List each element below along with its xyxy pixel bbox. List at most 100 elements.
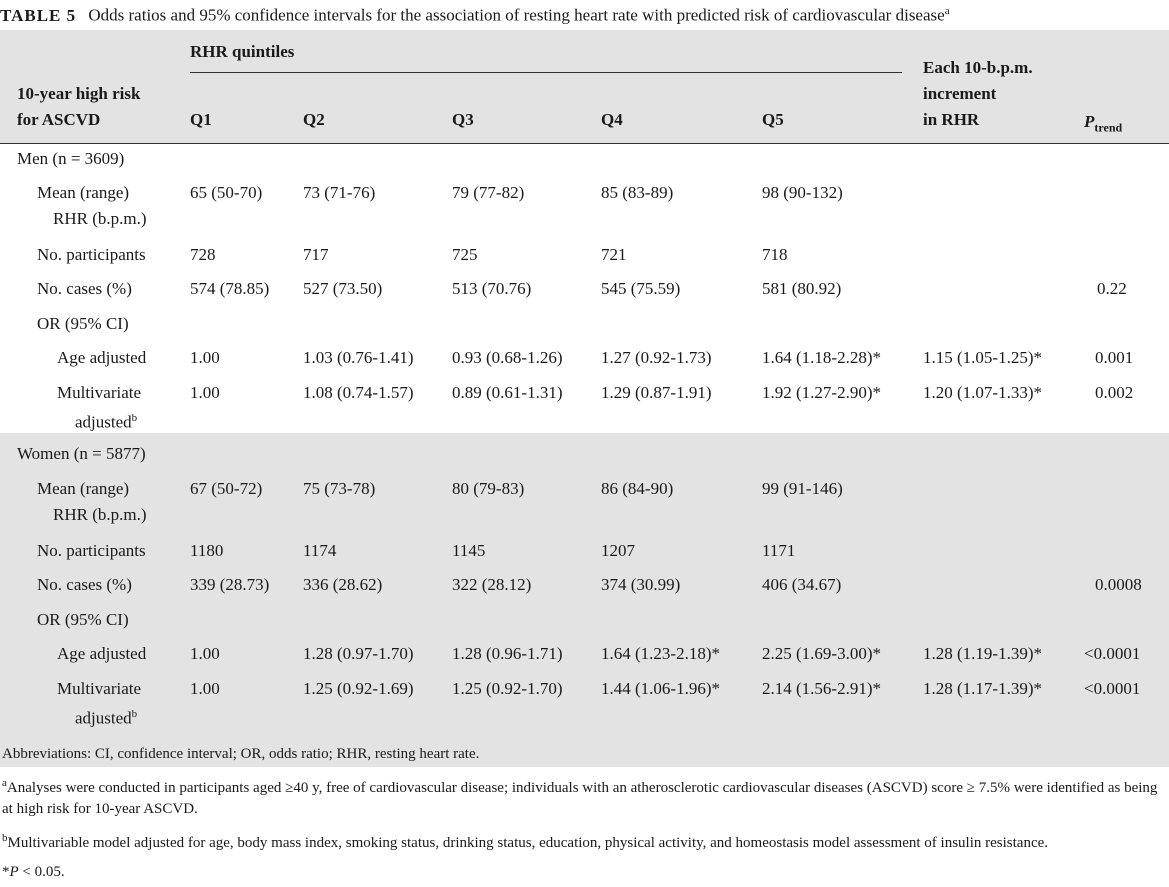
men-participants-q1: 728 [190,245,216,264]
women-participants-q1: 1180 [190,541,224,560]
women-mean-label-line1: Mean (range) [37,479,130,498]
women-cases-label: No. cases (%) [37,575,132,594]
men-multi-q4: 1.29 (0.87-1.91) [601,383,712,402]
men-age-increment: 1.15 (1.05-1.25)* [923,348,1042,367]
women-age-q2: 1.28 (0.97-1.70) [303,644,414,663]
men-multi-q5: 1.92 (1.27-2.90)* [762,383,881,402]
footnote-abbreviations: Abbreviations: CI, confidence interval; … [2,746,480,762]
women-participants-q5: 1171 [762,541,796,560]
men-multi-q2: 1.08 (0.74-1.57) [303,383,414,402]
increment-header-line2: increment [923,84,997,103]
women-participants-q3: 1145 [452,541,486,560]
men-mean-label-line1: Mean (range) [37,183,130,202]
women-mean-q3: 80 (79-83) [452,479,525,498]
men-age-q1: 1.00 [190,348,220,367]
women-multi-q1: 1.00 [190,679,220,698]
row-label-header-line2: for ASCVD [17,110,101,129]
men-multi-label-line1: Multivariate [57,383,142,402]
women-age-q4: 1.64 (1.23-2.18)* [601,644,720,663]
men-or-label: OR (95% CI) [37,314,129,333]
men-multi-label-line2: adjustedb [75,412,138,432]
men-participants-label: No. participants [37,245,146,264]
women-cases-q2: 336 (28.62) [303,575,383,594]
women-band [0,433,1169,767]
women-age-increment: 1.28 (1.19-1.39)* [923,644,1042,663]
women-cases-q5: 406 (34.67) [762,575,842,594]
women-mean-q4: 86 (84-90) [601,479,674,498]
women-cases-ptrend: 0.0008 [1095,575,1142,594]
women-multi-q3: 1.25 (0.92-1.70) [452,679,563,698]
men-section-title: Men (n = 3609) [17,149,125,168]
table-title: Odds ratios and 95% confidence intervals… [88,5,945,25]
women-multi-q2: 1.25 (0.92-1.69) [303,679,414,698]
women-age-ptrend: <0.0001 [1084,644,1141,663]
women-mean-label-line2: RHR (b.p.m.) [53,505,147,524]
quintiles-header-rule [190,72,902,73]
women-cases-q4: 374 (30.99) [601,575,681,594]
header-band [0,30,1169,143]
row-label-header-line1: 10-year high risk [17,84,141,103]
men-age-q3: 0.93 (0.68-1.26) [452,348,563,367]
men-age-q5: 1.64 (1.18-2.28)* [762,348,881,367]
women-multi-q5: 2.14 (1.56-2.91)* [762,679,881,698]
men-cases-q5: 581 (80.92) [762,279,842,298]
men-multi-ptrend: 0.002 [1095,383,1134,402]
women-mean-q5: 99 (91-146) [762,479,843,498]
increment-header-line1: Each 10-b.p.m. [923,58,1033,77]
men-mean-q2: 73 (71-76) [303,183,376,202]
men-participants-q4: 721 [601,245,627,264]
women-multi-label-line2: adjustedb [75,708,138,728]
women-participants-q4: 1207 [601,541,635,560]
ptrend-header: Ptrend [1084,112,1123,135]
footnote-significance: *P < 0.05. [2,864,65,880]
women-age-label: Age adjusted [57,644,147,663]
men-mean-q1: 65 (50-70) [190,183,263,202]
women-participants-label: No. participants [37,541,146,560]
increment-header-line3: in RHR [923,110,980,129]
men-multi-q3: 0.89 (0.61-1.31) [452,383,563,402]
women-mean-q1: 67 (50-72) [190,479,263,498]
women-multi-ptrend: <0.0001 [1084,679,1141,698]
women-age-q1: 1.00 [190,644,220,663]
men-cases-q4: 545 (75.59) [601,279,681,298]
women-age-q3: 1.28 (0.96-1.71) [452,644,563,663]
table-label: TABLE 5 [0,5,77,25]
rhr-quintiles-header: RHR quintiles [190,42,295,61]
men-age-label: Age adjusted [57,348,147,367]
men-multi-q1: 1.00 [190,383,220,402]
q5-header: Q5 [762,110,784,129]
q3-header: Q3 [452,110,474,129]
footnote-b: bMultivariable model adjusted for age, b… [2,832,1049,851]
men-mean-q3: 79 (77-82) [452,183,525,202]
women-multi-label-line1: Multivariate [57,679,142,698]
men-mean-q5: 98 (90-132) [762,183,843,202]
table-footnotes: Abbreviations: CI, confidence interval; … [0,740,1169,887]
q4-header: Q4 [601,110,623,129]
header-bottom-rule [0,143,1169,144]
women-section-title: Women (n = 5877) [17,444,146,463]
women-participants-q2: 1174 [303,541,337,560]
footnote-a: aAnalyses were conducted in participants… [2,777,1158,817]
men-age-q2: 1.03 (0.76-1.41) [303,348,414,367]
women-multi-increment: 1.28 (1.17-1.39)* [923,679,1042,698]
men-mean-q4: 85 (83-89) [601,183,674,202]
women-age-q5: 2.25 (1.69-3.00)* [762,644,881,663]
women-mean-q2: 75 (73-78) [303,479,376,498]
men-cases-q2: 527 (73.50) [303,279,383,298]
men-age-ptrend: 0.001 [1095,348,1134,367]
men-cases-label: No. cases (%) [37,279,132,298]
men-cases-ptrend: 0.22 [1097,279,1127,298]
women-cases-q1: 339 (28.73) [190,575,270,594]
men-participants-q2: 717 [303,245,329,264]
men-participants-q3: 725 [452,245,478,264]
men-multi-increment: 1.20 (1.07-1.33)* [923,383,1042,402]
q1-header: Q1 [190,110,212,129]
men-cases-q1: 574 (78.85) [190,279,270,298]
q2-header: Q2 [303,110,325,129]
men-cases-q3: 513 (70.76) [452,279,532,298]
caption-footnote-mark: a [944,5,950,17]
table-caption: TABLE 5 Odds ratios and 95% confidence i… [0,0,1169,28]
men-participants-q5: 718 [762,245,788,264]
men-age-q4: 1.27 (0.92-1.73) [601,348,712,367]
women-multi-q4: 1.44 (1.06-1.96)* [601,679,720,698]
